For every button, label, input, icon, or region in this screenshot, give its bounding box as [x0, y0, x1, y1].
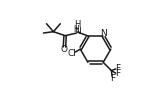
Text: N: N: [74, 27, 80, 36]
Text: O: O: [61, 45, 68, 54]
Text: H: H: [74, 20, 80, 29]
Text: H: H: [73, 25, 79, 34]
Text: Cl: Cl: [68, 49, 77, 58]
Text: F: F: [115, 69, 120, 78]
Text: F: F: [115, 64, 120, 73]
Text: F: F: [110, 74, 115, 83]
Text: N: N: [100, 29, 107, 38]
